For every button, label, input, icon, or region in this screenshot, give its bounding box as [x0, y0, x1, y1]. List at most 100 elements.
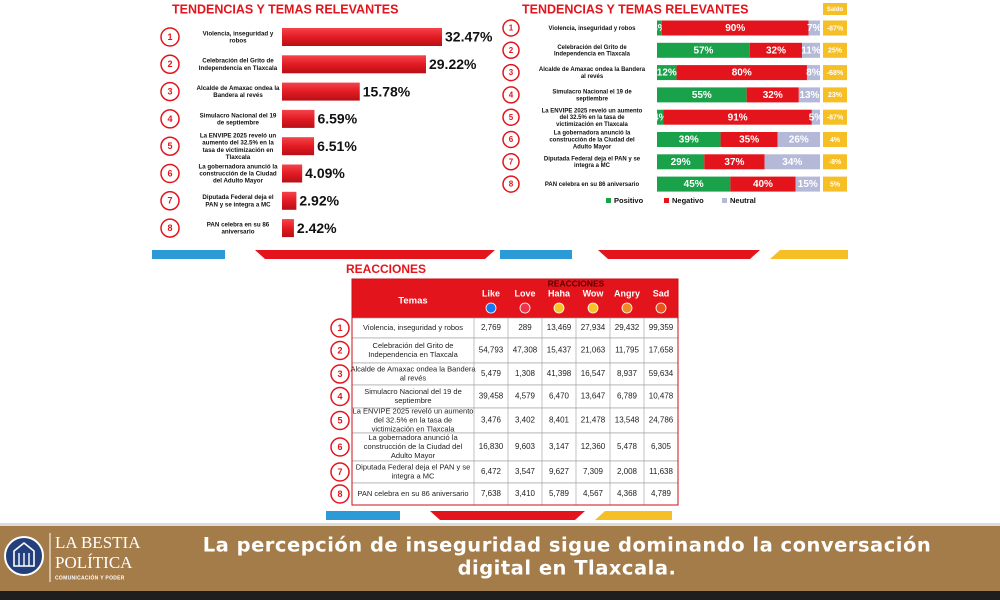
rank-badge	[330, 484, 350, 504]
banner-edge	[0, 523, 1000, 526]
rank: 4	[337, 391, 342, 401]
segment-label: 11%	[801, 45, 821, 56]
banner	[0, 526, 1000, 591]
table-title: REACCIONES	[346, 262, 426, 276]
number-cell: 21,478	[581, 416, 606, 425]
segment-label: 80%	[732, 68, 752, 79]
number-cell: 8,401	[549, 416, 570, 425]
table-border	[351, 278, 679, 506]
segment-label: 26%	[789, 135, 809, 146]
topic-cell: Alcalde de Amaxac ondea la Bandera al rev…	[350, 364, 476, 382]
topic-cell: Violencia, inseguridad y robos	[363, 323, 463, 332]
segment-label: 45%	[684, 179, 704, 190]
rank: 1	[337, 323, 342, 333]
segment-label: 37%	[724, 157, 744, 168]
segment-label: 35%	[739, 135, 759, 146]
banner-footer	[0, 591, 1000, 600]
number-cell: 2,769	[481, 323, 502, 332]
rank: 8	[509, 180, 514, 189]
saldo-label: -8%	[829, 159, 842, 166]
bar-segment	[661, 20, 809, 36]
bar-segment	[657, 20, 662, 36]
legend-label: Positivo	[614, 196, 644, 205]
category-label: Diputada Federal deja el PAN y se integra…	[544, 156, 641, 169]
topic-cell: Simulacro Nacional del 19 de septiembre	[364, 387, 462, 405]
segment-label: 40%	[753, 179, 773, 190]
number-cell: 39,458	[479, 392, 504, 401]
number-cell: 4,567	[583, 489, 604, 498]
reaction-icon	[485, 302, 497, 314]
rank: 1	[509, 24, 514, 33]
bar-segment	[802, 42, 820, 58]
number-cell: 8,937	[617, 369, 638, 378]
number-cell: 11,795	[615, 346, 639, 355]
number-cell: 3,410	[515, 489, 536, 498]
reaction-icon	[587, 302, 599, 314]
rank-badge	[330, 364, 350, 384]
rank-badge	[330, 386, 350, 407]
segment-label: 32%	[763, 90, 783, 101]
bar-segment	[808, 20, 820, 36]
column-header: Angry	[614, 288, 640, 298]
value-label: 15.78%	[363, 83, 411, 99]
number-cell: 289	[518, 323, 532, 332]
saldo-header-box	[823, 3, 847, 15]
column-header: Like	[482, 288, 500, 298]
category-label: PAN celebra en su 86 aniversario	[545, 182, 640, 188]
category-label: La ENVIPE 2025 reveló un aumento del 32.5…	[542, 108, 643, 128]
table-row	[351, 432, 679, 462]
segment-label: 15%	[798, 179, 818, 190]
segment-label: 4%	[653, 112, 668, 123]
chart-title: TENDENCIAS Y TEMAS RELEVANTES	[172, 2, 398, 16]
bar-segment	[657, 65, 677, 81]
rank-badge	[160, 136, 180, 156]
number-cell: 5,789	[549, 489, 570, 498]
number-cell: 13,647	[581, 392, 606, 401]
rank-badge	[502, 108, 520, 126]
rank-badge	[160, 27, 180, 47]
segment-label: 39%	[679, 135, 699, 146]
segment-label: 90%	[725, 23, 745, 34]
saldo-label: -87%	[827, 115, 844, 122]
number-cell: 9,603	[515, 442, 536, 451]
rank: 5	[337, 415, 342, 425]
value-label: 6.51%	[317, 138, 357, 154]
saldo-label: 5%	[830, 181, 841, 188]
bar-segment	[657, 87, 747, 103]
legend-swatch	[722, 198, 727, 203]
number-cell: 41,398	[547, 369, 572, 378]
legend-swatch	[664, 198, 669, 203]
category-label: La gobernadora anunció la construcción de…	[198, 163, 278, 184]
value-label: 32.47%	[445, 29, 493, 45]
category-label: Celebración del Grito de Independencia en…	[554, 44, 631, 57]
category-label: Alcalde de Amaxac ondea la Bandera al rev…	[197, 85, 281, 99]
saldo-box	[823, 109, 847, 125]
segment-label: 57%	[693, 45, 713, 56]
table-row	[351, 407, 679, 434]
reaction-icon	[621, 302, 633, 314]
number-cell: 4,368	[617, 489, 638, 498]
rank-badge	[502, 63, 520, 82]
bar-segment	[720, 132, 778, 147]
number-cell: 59,634	[649, 369, 674, 378]
brand: LA BESTIA	[55, 533, 141, 552]
saldo-label: -87%	[827, 25, 844, 32]
topic-cell: La ENVIPE 2025 reveló un aumento del 32.5…	[353, 406, 474, 433]
number-cell: 4,579	[515, 392, 536, 401]
rank-badge	[330, 318, 350, 338]
number-cell: 16,830	[479, 442, 504, 451]
bar	[282, 82, 360, 101]
reaction-icon	[553, 302, 565, 314]
number-cell: 6,470	[549, 392, 570, 401]
number-cell: 27,934	[581, 323, 606, 332]
segment-label: 34%	[782, 157, 802, 168]
rank-badge	[160, 109, 180, 129]
number-cell: 3,547	[515, 467, 536, 476]
bar-segment	[657, 42, 750, 58]
bar	[282, 109, 315, 128]
category-label: PAN celebra en su 86 aniversario	[207, 221, 270, 235]
legend-label: Neutral	[730, 196, 756, 205]
topic-cell: La gobernadora anunció la construcción de…	[364, 433, 463, 460]
rank-badge	[330, 410, 350, 431]
number-cell: 9,627	[549, 467, 570, 476]
